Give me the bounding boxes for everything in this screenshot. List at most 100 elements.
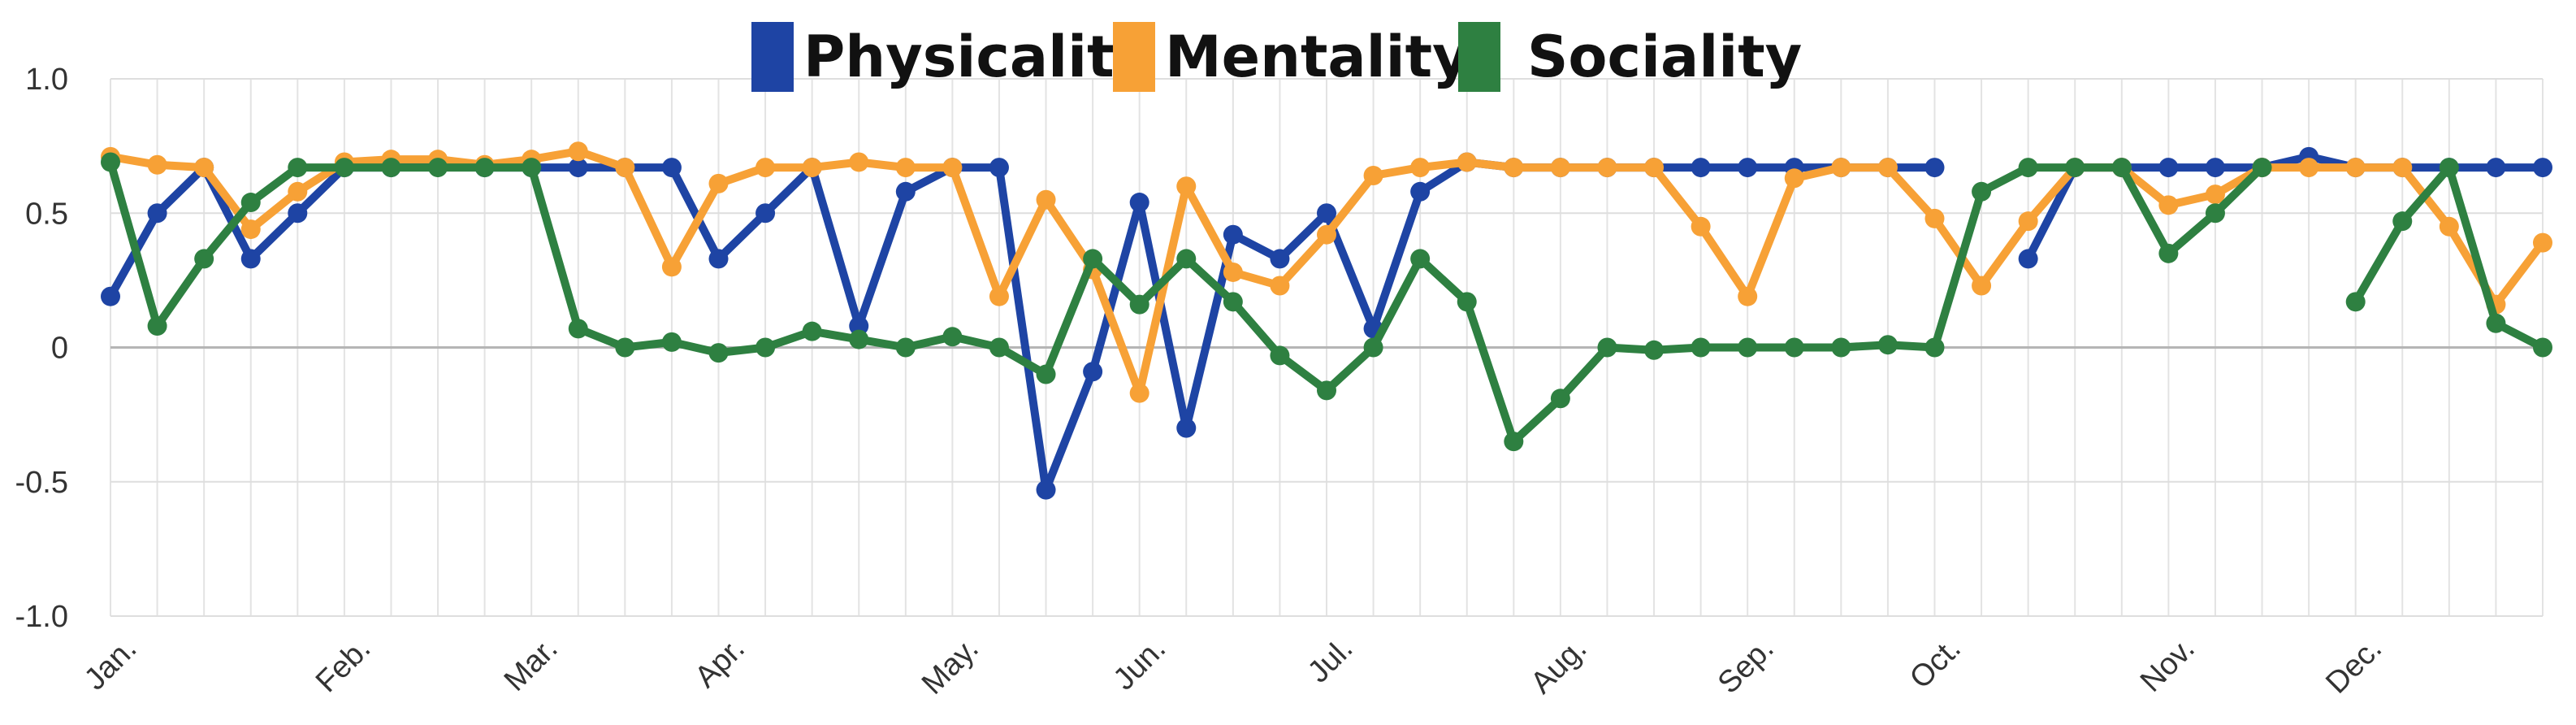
x-tick-label: Apr. [689, 632, 752, 695]
data-point-sociality [1270, 345, 1290, 366]
data-point-mentality [1924, 208, 1945, 228]
data-point-physicality [1317, 203, 1336, 224]
data-point-mentality [1129, 383, 1149, 403]
data-point-physicality [1129, 193, 1149, 213]
data-point-mentality [802, 158, 822, 178]
series-sociality [101, 152, 2552, 452]
data-point-physicality [755, 203, 776, 224]
data-point-mentality [240, 219, 261, 240]
data-point-sociality [1317, 380, 1336, 401]
data-point-physicality [1410, 181, 1431, 202]
data-point-mentality [2345, 158, 2366, 178]
data-point-physicality [1924, 158, 1945, 178]
data-point-physicality [661, 158, 682, 178]
data-point-mentality [1550, 158, 1570, 178]
data-point-sociality [2018, 158, 2038, 178]
data-point-mentality [194, 158, 214, 178]
data-point-physicality [101, 286, 120, 306]
data-point-sociality [615, 337, 635, 358]
data-point-sociality [2205, 203, 2225, 224]
data-point-sociality [240, 193, 261, 213]
data-point-sociality [1129, 294, 1149, 315]
data-point-sociality [1083, 249, 1103, 269]
data-point-physicality [568, 158, 588, 178]
data-point-sociality [942, 327, 963, 347]
data-point-mentality [1597, 158, 1617, 178]
data-point-physicality [1270, 249, 1290, 269]
data-point-mentality [1831, 158, 1851, 178]
data-point-mentality [2439, 216, 2459, 237]
data-point-mentality [942, 158, 963, 178]
data-point-physicality [989, 158, 1009, 178]
y-tick-label: 1.0 [25, 63, 68, 97]
data-point-mentality [568, 141, 588, 162]
grid [110, 78, 2544, 617]
data-point-sociality [381, 158, 401, 178]
data-point-sociality [194, 249, 214, 269]
data-point-mentality [1410, 158, 1431, 178]
data-point-mentality [288, 181, 308, 202]
data-point-mentality [661, 257, 682, 277]
data-point-mentality [1176, 176, 1197, 197]
data-point-mentality [1738, 286, 1758, 306]
data-point-physicality [2533, 158, 2552, 178]
data-point-sociality [802, 321, 822, 341]
data-point-sociality [428, 158, 448, 178]
data-point-mentality [1691, 216, 1711, 237]
y-tick-label: 0.5 [25, 197, 68, 231]
data-point-sociality [2158, 243, 2179, 263]
legend-swatch-mentality [1113, 22, 1155, 92]
data-point-sociality [1597, 337, 1617, 358]
data-point-mentality [755, 158, 776, 178]
data-point-sociality [1972, 181, 1992, 202]
data-point-physicality [240, 249, 261, 269]
x-tick-label: Mar. [498, 632, 565, 698]
data-point-physicality [1223, 224, 1243, 245]
data-point-mentality [1270, 276, 1290, 296]
x-tick-label: Sep. [1712, 632, 1781, 701]
data-point-sociality [1691, 337, 1711, 358]
data-point-sociality [1363, 337, 1383, 358]
data-point-sociality [2065, 158, 2085, 178]
y-tick-label: -0.5 [15, 466, 68, 500]
data-point-sociality [2486, 313, 2506, 333]
data-point-sociality [661, 332, 682, 352]
data-point-mentality [1504, 158, 1524, 178]
data-point-sociality [2111, 158, 2132, 178]
series-lines [101, 141, 2552, 500]
data-point-physicality [2158, 158, 2179, 178]
data-point-physicality [1036, 480, 1056, 500]
data-point-physicality [2486, 158, 2506, 178]
data-point-sociality [1924, 337, 1945, 358]
x-axis: Jan. Feb. Mar. Apr. May. Jun. Jul. Aug. Sep. Oct.… [78, 632, 2388, 701]
data-point-mentality [708, 173, 729, 193]
data-point-sociality [1223, 292, 1243, 312]
data-point-sociality [1036, 364, 1056, 384]
data-point-sociality [1550, 389, 1570, 409]
y-tick-label: -1.0 [15, 600, 68, 634]
data-point-mentality [1223, 262, 1243, 282]
data-point-sociality [1504, 432, 1524, 452]
data-point-sociality [522, 158, 542, 178]
data-point-mentality [1877, 158, 1898, 178]
x-tick-label: Oct. [1903, 632, 1968, 696]
data-point-mentality [1363, 165, 1383, 185]
x-tick-label: Aug. [1524, 632, 1593, 701]
data-point-physicality [849, 316, 869, 336]
data-point-sociality [1738, 337, 1758, 358]
data-point-sociality [101, 152, 120, 172]
data-point-mentality [1317, 224, 1336, 245]
y-tick-label: 0 [51, 332, 68, 366]
data-point-physicality [147, 203, 167, 224]
data-point-physicality [2018, 249, 2038, 269]
data-point-sociality [147, 316, 167, 336]
data-point-sociality [1784, 337, 1804, 358]
data-point-mentality [1784, 168, 1804, 189]
data-point-physicality [1691, 158, 1711, 178]
x-tick-label: Jul. [1301, 632, 1360, 690]
data-point-physicality [895, 181, 916, 202]
x-tick-label: May. [916, 632, 985, 701]
data-point-mentality [1644, 158, 1665, 178]
data-point-sociality [2533, 337, 2552, 358]
